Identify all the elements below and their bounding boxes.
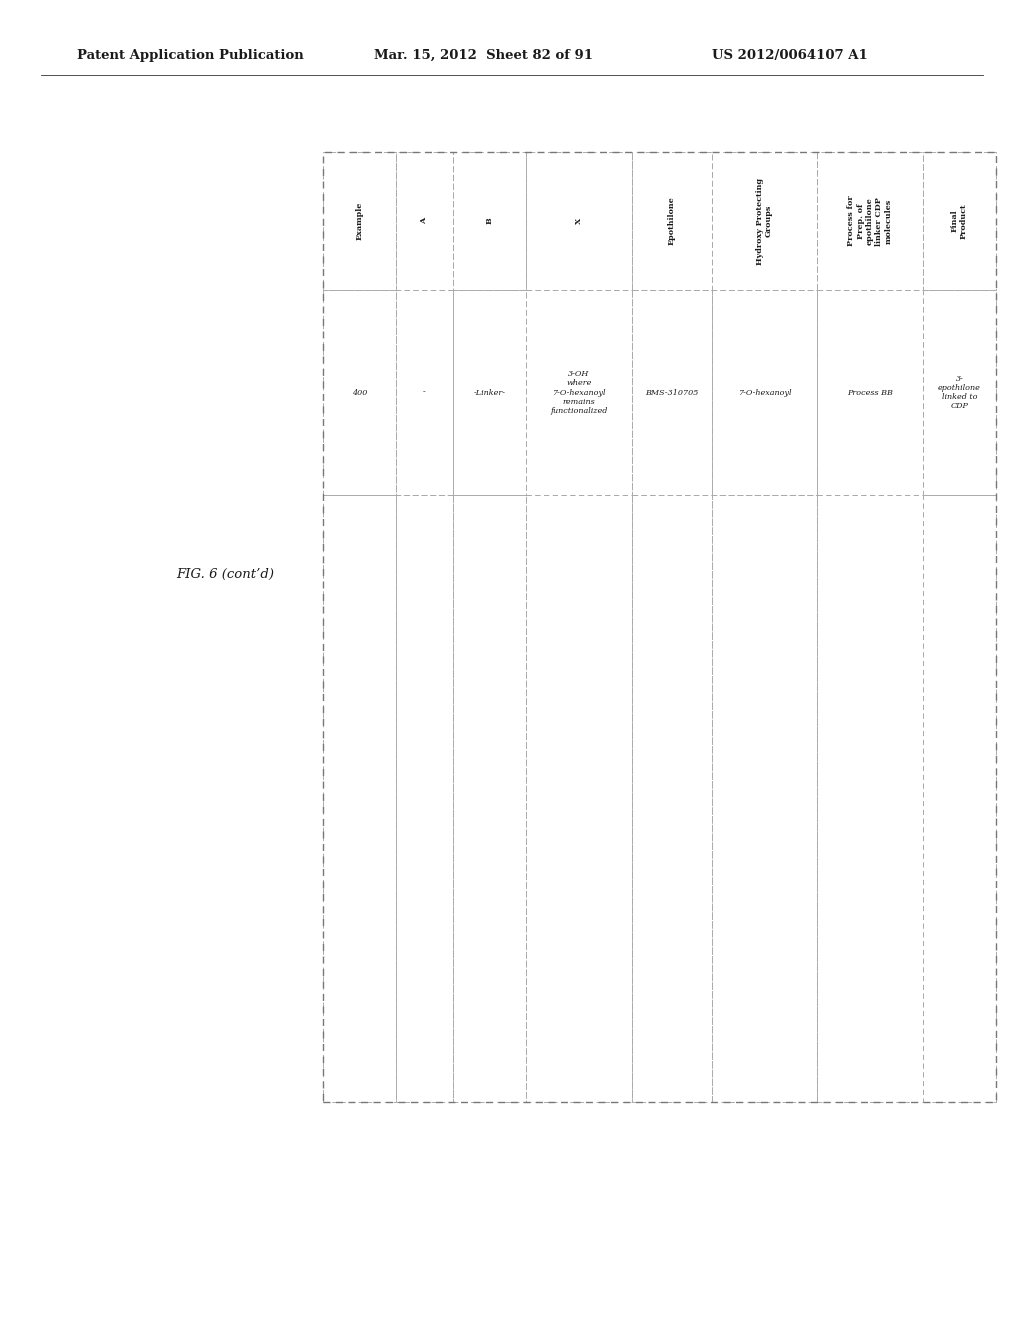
Bar — [712, 152, 817, 290]
Text: Process BB: Process BB — [847, 388, 893, 397]
Bar — [453, 152, 526, 290]
Bar — [923, 495, 996, 1102]
Bar — [453, 495, 526, 1102]
Bar — [712, 290, 817, 495]
Bar — [817, 495, 923, 1102]
Text: FIG. 6 (cont’d): FIG. 6 (cont’d) — [176, 568, 274, 581]
Text: Epothilone: Epothilone — [668, 197, 676, 246]
Text: Mar. 15, 2012  Sheet 82 of 91: Mar. 15, 2012 Sheet 82 of 91 — [374, 49, 593, 62]
Text: Process for
Prep. of
epothilone
linker CDP
molecules: Process for Prep. of epothilone linker C… — [848, 195, 892, 247]
Bar — [632, 495, 712, 1102]
Text: 3-
epothilone
linked to
CDP: 3- epothilone linked to CDP — [938, 375, 981, 411]
Bar — [396, 495, 453, 1102]
Bar — [526, 495, 632, 1102]
Bar — [526, 290, 632, 495]
Bar — [323, 152, 996, 1102]
Bar — [817, 290, 923, 495]
Bar — [923, 152, 996, 290]
Bar — [526, 152, 632, 290]
Bar — [632, 290, 712, 495]
Bar — [453, 290, 526, 495]
Bar — [323, 290, 396, 495]
Bar — [323, 495, 396, 1102]
Text: A: A — [421, 218, 428, 224]
Text: 3-OH
where
7-O-hexanoyl
remains
functionalized: 3-OH where 7-O-hexanoyl remains function… — [550, 371, 608, 414]
Bar — [817, 152, 923, 290]
Bar — [712, 495, 817, 1102]
Bar — [396, 290, 453, 495]
Bar — [396, 152, 453, 290]
Text: Final
Product: Final Product — [951, 203, 968, 239]
Text: -Linker-: -Linker- — [473, 388, 506, 397]
Text: US 2012/0064107 A1: US 2012/0064107 A1 — [712, 49, 867, 62]
Bar — [632, 152, 712, 290]
Text: Example: Example — [355, 202, 364, 240]
Text: 7-O-hexanoyl: 7-O-hexanoyl — [737, 388, 792, 397]
Text: B: B — [485, 218, 494, 224]
Text: X: X — [575, 218, 583, 224]
Bar — [923, 290, 996, 495]
Bar — [323, 152, 396, 290]
Text: 400: 400 — [351, 388, 368, 397]
Text: -: - — [423, 388, 426, 397]
Text: BMS-310705: BMS-310705 — [645, 388, 698, 397]
Text: Hydroxy Protecting
Groups: Hydroxy Protecting Groups — [756, 178, 773, 264]
Text: Patent Application Publication: Patent Application Publication — [77, 49, 303, 62]
